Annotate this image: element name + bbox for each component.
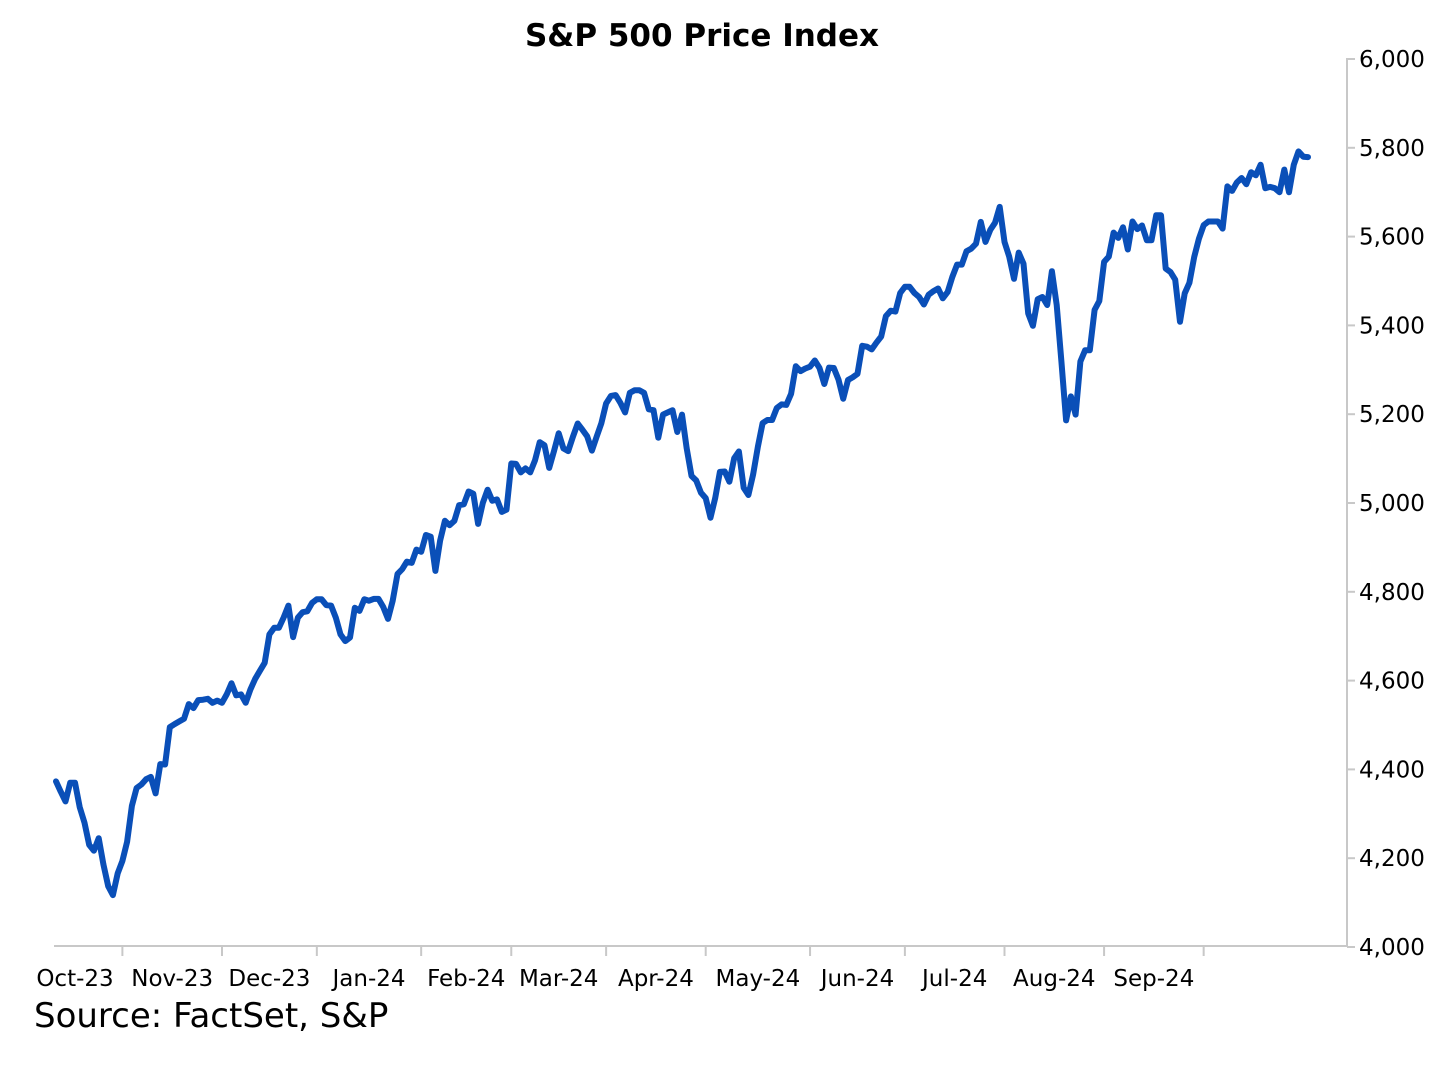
x-tick-label: Apr-24 (618, 966, 694, 992)
y-tick-label: 4,200 (1359, 846, 1425, 872)
y-tick-label: 5,600 (1359, 225, 1425, 251)
x-tick-label: Jun-24 (819, 966, 895, 992)
x-tick-label: Aug-24 (1013, 966, 1095, 992)
x-tick-label: Feb-24 (427, 966, 505, 992)
y-tick-label: 4,600 (1359, 669, 1425, 695)
x-tick-label: Dec-23 (228, 966, 310, 992)
x-tick-label: Jan-24 (330, 966, 405, 992)
x-tick-label: May-24 (716, 966, 801, 992)
y-tick-label: 4,400 (1359, 757, 1425, 783)
y-tick-label: 6,000 (1359, 47, 1425, 73)
y-tick-label: 5,200 (1359, 402, 1425, 428)
y-tick-label: 5,000 (1359, 491, 1425, 517)
y-axis: 4,000 4,200 4,400 4,600 4,800 5,000 5,200 5,400… (1347, 47, 1425, 961)
x-axis: Oct-23 Nov-23 Dec-23 Jan-24 Feb-24 Mar-24 Apr-… (36, 946, 1205, 992)
x-tick-label: Sep-24 (1113, 966, 1194, 992)
y-tick-label: 4,800 (1359, 580, 1425, 606)
x-tick-label: Nov-23 (131, 966, 213, 992)
y-tick-label: 5,800 (1359, 136, 1425, 162)
y-tick-label: 5,400 (1359, 313, 1425, 339)
x-tick-label: Mar-24 (519, 966, 599, 992)
x-tick-label: Jul-24 (920, 966, 987, 992)
chart-title: S&P 500 Price Index (525, 18, 879, 54)
series-line (53, 148, 1311, 899)
source-note: Source: FactSet, S&P (34, 996, 389, 1036)
y-tick-label: 4,000 (1359, 935, 1425, 961)
x-tick-label: Oct-23 (36, 966, 113, 992)
